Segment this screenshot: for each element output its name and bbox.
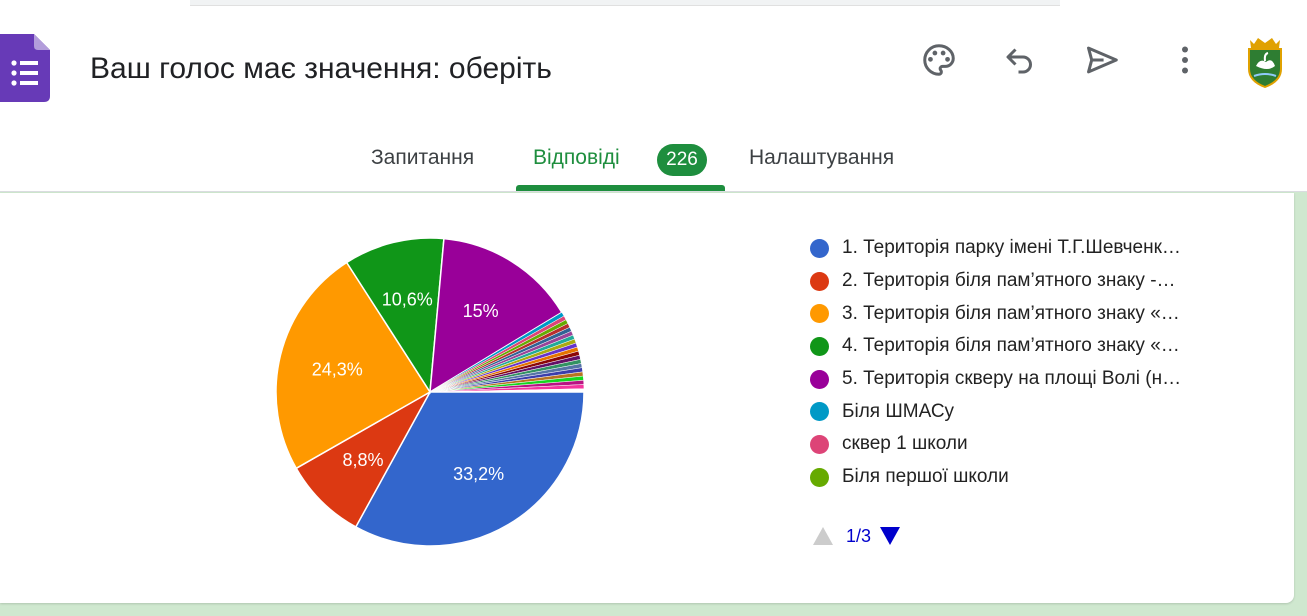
- legend-item-3[interactable]: 3. Територія біля пам’ятного знаку «…: [810, 297, 1220, 330]
- crest-icon[interactable]: [1244, 36, 1286, 89]
- legend-item-5[interactable]: 5. Територія скверу на площі Волі (н…: [810, 363, 1220, 396]
- legend-color-dot: [810, 402, 829, 422]
- legend-color-dot: [810, 304, 829, 324]
- legend-label: Біля першої школи: [842, 466, 1009, 488]
- legend-color-dot: [810, 336, 829, 356]
- pie-slice-5-label: 15%: [463, 301, 499, 321]
- legend-label: 4. Територія біля пам’ятного знаку «…: [842, 335, 1180, 357]
- pie-slice-1-label: 33,2%: [453, 464, 504, 484]
- pie-chart: 33,2% 8,8% 24,3% 10,6% 15%: [275, 237, 585, 547]
- legend-item-1[interactable]: 1. Територія парку імені Т.Г.Шевченк…: [810, 232, 1220, 265]
- tab-responses[interactable]: Відповіді: [533, 146, 620, 169]
- chart-legend: 1. Територія парку імені Т.Г.Шевченк… 2. …: [810, 232, 1220, 494]
- legend-label: 5. Територія скверу на площі Волі (н…: [842, 368, 1182, 390]
- tab-settings[interactable]: Налаштування: [749, 146, 895, 169]
- legend-item-4[interactable]: 4. Територія біля пам’ятного знаку «…: [810, 330, 1220, 363]
- form-title: Ваш голос має значення: оберіть: [90, 52, 552, 85]
- palette-icon[interactable]: [917, 38, 961, 82]
- legend-prev-page-icon[interactable]: [812, 526, 834, 546]
- active-tab-indicator: [516, 185, 725, 191]
- responses-count-badge: 226: [657, 144, 707, 176]
- forms-icon[interactable]: [0, 34, 50, 102]
- legend-color-dot: [810, 369, 829, 389]
- form-header: Ваш голос має значення: оберіть: [0, 0, 1307, 192]
- send-icon[interactable]: [1080, 38, 1124, 82]
- browser-strip: [190, 0, 1060, 6]
- pie-slice-4: [345, 237, 445, 395]
- pie-slice-1: [354, 391, 585, 547]
- legend-page-indicator: 1/3: [846, 525, 872, 546]
- pie-slice-5: [429, 237, 563, 394]
- undo-icon[interactable]: [998, 38, 1042, 82]
- response-summary-card: [0, 193, 1294, 603]
- legend-item-2[interactable]: 2. Територія біля пам’ятного знаку -…: [810, 265, 1220, 298]
- tab-questions[interactable]: Запитання: [371, 146, 475, 169]
- legend-color-dot: [810, 467, 829, 487]
- more-vert-icon[interactable]: [1163, 38, 1207, 82]
- legend-next-page-icon[interactable]: [879, 526, 901, 546]
- pie-slice-2: [295, 390, 432, 528]
- legend-label: сквер 1 школи: [842, 433, 968, 455]
- pie-slice-4-label: 10,6%: [382, 289, 433, 309]
- legend-color-dot: [810, 271, 829, 291]
- legend-color-dot: [810, 434, 829, 454]
- legend-label: Біля ШМАСу: [842, 400, 955, 422]
- legend-label: 3. Територія біля пам’ятного знаку «…: [842, 302, 1180, 324]
- pie-slice-3-label: 24,3%: [312, 359, 363, 379]
- legend-item-8[interactable]: Біля першої школи: [810, 461, 1220, 494]
- legend-pager: 1/3: [812, 524, 901, 548]
- legend-label: 2. Територія біля пам’ятного знаку -…: [842, 270, 1176, 292]
- pie-slice-3: [275, 261, 432, 470]
- pie-slice-2-label: 8,8%: [342, 450, 383, 470]
- legend-item-6[interactable]: Біля ШМАСу: [810, 395, 1220, 428]
- pie-slice-remainder: [429, 388, 585, 393]
- legend-color-dot: [810, 238, 829, 258]
- legend-label: 1. Територія парку імені Т.Г.Шевченк…: [842, 237, 1181, 259]
- legend-item-7[interactable]: сквер 1 школи: [810, 428, 1220, 461]
